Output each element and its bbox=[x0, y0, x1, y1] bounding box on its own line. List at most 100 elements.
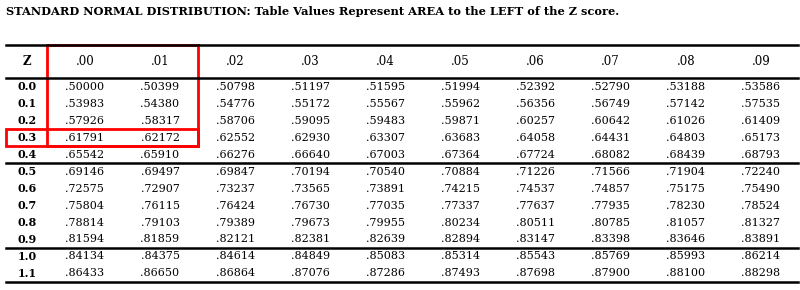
Text: .87076: .87076 bbox=[290, 269, 330, 278]
Text: .56356: .56356 bbox=[516, 99, 555, 109]
Text: .68082: .68082 bbox=[591, 150, 630, 160]
Text: .73237: .73237 bbox=[216, 184, 254, 193]
Text: Z: Z bbox=[22, 55, 31, 68]
Text: .56749: .56749 bbox=[591, 99, 630, 109]
Text: .74537: .74537 bbox=[516, 184, 555, 193]
Text: .75804: .75804 bbox=[66, 201, 105, 211]
Text: .68439: .68439 bbox=[666, 150, 706, 160]
Text: .85769: .85769 bbox=[591, 251, 630, 261]
Text: .76424: .76424 bbox=[216, 201, 254, 211]
Text: STANDARD NORMAL DISTRIBUTION: Table Values Represent AREA to the LEFT of the Z s: STANDARD NORMAL DISTRIBUTION: Table Valu… bbox=[6, 6, 619, 17]
Text: .73565: .73565 bbox=[290, 184, 330, 193]
Text: .60257: .60257 bbox=[516, 116, 555, 126]
Text: .51994: .51994 bbox=[441, 82, 480, 92]
Text: 0.1: 0.1 bbox=[18, 98, 37, 109]
Text: .62172: .62172 bbox=[141, 133, 179, 143]
Text: .67724: .67724 bbox=[516, 150, 555, 160]
Text: .67003: .67003 bbox=[366, 150, 405, 160]
Text: .81594: .81594 bbox=[66, 235, 105, 244]
Text: .82639: .82639 bbox=[366, 235, 405, 244]
Text: .79389: .79389 bbox=[216, 218, 254, 227]
Text: .88298: .88298 bbox=[742, 269, 781, 278]
Text: .58706: .58706 bbox=[216, 116, 254, 126]
Text: .54776: .54776 bbox=[216, 99, 254, 109]
Text: .87698: .87698 bbox=[516, 269, 555, 278]
Text: .66276: .66276 bbox=[216, 150, 254, 160]
Text: .57926: .57926 bbox=[66, 116, 105, 126]
Text: .76730: .76730 bbox=[290, 201, 330, 211]
Text: .80234: .80234 bbox=[441, 218, 480, 227]
Text: .00: .00 bbox=[75, 55, 94, 68]
Text: .72240: .72240 bbox=[742, 167, 780, 177]
Text: .64803: .64803 bbox=[666, 133, 706, 143]
Text: .65910: .65910 bbox=[141, 150, 179, 160]
Text: .53188: .53188 bbox=[666, 82, 706, 92]
Text: .79673: .79673 bbox=[290, 218, 330, 227]
Text: .58317: .58317 bbox=[141, 116, 179, 126]
Text: .70194: .70194 bbox=[290, 167, 330, 177]
Text: .85083: .85083 bbox=[366, 251, 405, 261]
Text: .51595: .51595 bbox=[366, 82, 405, 92]
Text: .73891: .73891 bbox=[366, 184, 405, 193]
Text: .08: .08 bbox=[677, 55, 695, 68]
Text: .83646: .83646 bbox=[666, 235, 706, 244]
Text: .74215: .74215 bbox=[441, 184, 480, 193]
Text: .81057: .81057 bbox=[666, 218, 706, 227]
Text: .87900: .87900 bbox=[591, 269, 630, 278]
Text: .79103: .79103 bbox=[141, 218, 179, 227]
Text: .86864: .86864 bbox=[215, 269, 254, 278]
Text: .71904: .71904 bbox=[666, 167, 706, 177]
Text: .63307: .63307 bbox=[366, 133, 405, 143]
Text: .75490: .75490 bbox=[742, 184, 780, 193]
Text: .88100: .88100 bbox=[666, 269, 706, 278]
Text: .71226: .71226 bbox=[516, 167, 555, 177]
Text: .55172: .55172 bbox=[290, 99, 330, 109]
Text: .70884: .70884 bbox=[441, 167, 480, 177]
Text: .87286: .87286 bbox=[366, 269, 405, 278]
Text: .60642: .60642 bbox=[591, 116, 630, 126]
Text: .06: .06 bbox=[526, 55, 545, 68]
Text: .80785: .80785 bbox=[591, 218, 630, 227]
Text: .03: .03 bbox=[301, 55, 320, 68]
Text: .01: .01 bbox=[150, 55, 170, 68]
Text: .82121: .82121 bbox=[215, 235, 254, 244]
Text: 0.9: 0.9 bbox=[18, 234, 37, 245]
Text: .69146: .69146 bbox=[66, 167, 105, 177]
Text: 0.0: 0.0 bbox=[18, 81, 37, 92]
Text: .76115: .76115 bbox=[141, 201, 179, 211]
Text: .72907: .72907 bbox=[141, 184, 179, 193]
Text: .81859: .81859 bbox=[141, 235, 179, 244]
Text: .72575: .72575 bbox=[66, 184, 104, 193]
Text: .83398: .83398 bbox=[591, 235, 630, 244]
Text: .87493: .87493 bbox=[441, 269, 480, 278]
Text: .07: .07 bbox=[602, 55, 620, 68]
Text: .77035: .77035 bbox=[366, 201, 405, 211]
Text: .09: .09 bbox=[751, 55, 770, 68]
Text: .04: .04 bbox=[376, 55, 394, 68]
Text: .83891: .83891 bbox=[742, 235, 781, 244]
Text: .78524: .78524 bbox=[742, 201, 780, 211]
Text: .54380: .54380 bbox=[141, 99, 179, 109]
Text: 0.3: 0.3 bbox=[18, 132, 37, 143]
Text: .64431: .64431 bbox=[591, 133, 630, 143]
Text: .57535: .57535 bbox=[742, 99, 780, 109]
Text: .69497: .69497 bbox=[141, 167, 179, 177]
Text: .61409: .61409 bbox=[742, 116, 781, 126]
Text: .85993: .85993 bbox=[666, 251, 706, 261]
Text: .52790: .52790 bbox=[591, 82, 630, 92]
Text: .66640: .66640 bbox=[290, 150, 330, 160]
Text: .79955: .79955 bbox=[366, 218, 405, 227]
Text: .62930: .62930 bbox=[290, 133, 330, 143]
Text: .77337: .77337 bbox=[441, 201, 480, 211]
Text: .78814: .78814 bbox=[66, 218, 105, 227]
Text: .65542: .65542 bbox=[66, 150, 105, 160]
Text: .61791: .61791 bbox=[66, 133, 105, 143]
Text: .05: .05 bbox=[451, 55, 470, 68]
Text: .59483: .59483 bbox=[366, 116, 405, 126]
Text: .59095: .59095 bbox=[290, 116, 330, 126]
Text: .55962: .55962 bbox=[441, 99, 480, 109]
Text: .86433: .86433 bbox=[66, 269, 105, 278]
Text: .71566: .71566 bbox=[591, 167, 630, 177]
Text: 0.7: 0.7 bbox=[18, 200, 37, 211]
Bar bbox=[6, 129, 198, 146]
